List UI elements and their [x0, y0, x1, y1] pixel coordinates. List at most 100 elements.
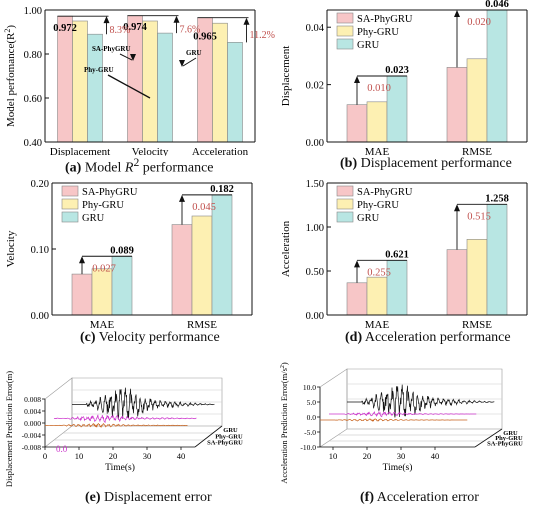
- caption-a-math: R: [124, 160, 134, 176]
- legend-swatch-gru: [336, 38, 354, 50]
- x-tick-label: Velocity: [132, 146, 169, 156]
- caption-e-label: (e): [85, 490, 101, 505]
- caption-a-label: (a): [65, 160, 82, 176]
- value-label: 0.182: [210, 184, 234, 195]
- legend-swatch-sa-phygru: [336, 12, 354, 24]
- diff-label: 0.045: [192, 202, 216, 213]
- y-tick-label: 0.02: [306, 81, 324, 92]
- x-tick-label: MAE: [365, 319, 390, 331]
- panel-b: Displacement 0.00 0.02 0.04 MAE 0.023 0.010 RMS…: [275, 0, 550, 175]
- legend-swatch-sa-phygru: [336, 185, 354, 197]
- diff-label: 0.515: [467, 211, 491, 222]
- y-tick-label: 1.00: [24, 6, 42, 17]
- x-tick-label: RMSE: [187, 319, 217, 331]
- caption-d-text: Acceleration performance: [364, 330, 511, 345]
- stray-label: 0.0: [56, 444, 68, 454]
- improve-arrow-head: [243, 17, 250, 25]
- y-tick-label: 0.80: [24, 50, 42, 61]
- annotation-pointer-head: [130, 54, 136, 61]
- diff-label: 0.255: [367, 267, 391, 278]
- value-label: 0.089: [110, 245, 134, 256]
- caption-f-text: Acceleration error: [376, 490, 479, 505]
- caption-d: (d) Acceleration performance: [345, 330, 511, 346]
- legend-swatch-gru: [336, 211, 354, 223]
- z-tick-label: 10.0: [303, 383, 316, 392]
- caption-b: (b) Displacement performance: [340, 156, 512, 172]
- annotation-sa-phygru: SA-PhyGRU: [92, 45, 131, 53]
- x-tick-label: 0: [43, 451, 47, 461]
- caption-e-text: Displacement error: [104, 490, 212, 505]
- series-label: SA-PhyGRU: [487, 441, 523, 448]
- improve-label: 8.3%: [110, 25, 131, 36]
- caption-b-label: (b): [340, 156, 358, 171]
- improve-label: 11.2%: [250, 30, 275, 41]
- plot-area: Velocity 0.00 0.10 0.20 MAE 0.089 0.027 RMSE 0.1…: [5, 179, 253, 331]
- series-label: GRU: [223, 427, 238, 434]
- z-tick-label: 0.0: [307, 413, 317, 422]
- caption-f: (f) Acceleration error: [360, 490, 479, 506]
- side-wall: [319, 368, 348, 448]
- bar-phy-gru-rmse: [466, 239, 488, 316]
- y-tick-label: 0.00: [31, 311, 49, 322]
- bar-phy-gru-mae: [91, 268, 113, 316]
- panel-d: Acceleration 0.00 0.50 1.00 1.50 MAE 0.621 0.25…: [275, 175, 550, 350]
- caption-a-text: Model: [84, 160, 122, 176]
- caption-a-sup: 2: [133, 156, 140, 169]
- z-tick-label: 0.004: [24, 407, 41, 416]
- improve-arrow-head: [173, 15, 180, 23]
- improve-label: 7.6%: [180, 24, 201, 35]
- bar-sa-phygru-mae: [71, 273, 93, 316]
- x-tick-label: 40: [431, 451, 440, 461]
- legend-label: SA-PhyGRU: [82, 187, 138, 198]
- caption-a-after: performance: [142, 160, 214, 176]
- annotation-pointer-head: [179, 60, 185, 67]
- diff-arrow-head: [79, 256, 85, 264]
- depth-axis-line: [474, 428, 503, 448]
- y-tick-label: 0.04: [306, 23, 325, 34]
- legend-label: SA-PhyGRU: [357, 14, 413, 25]
- bar-gru-velocity: [157, 32, 173, 143]
- x-tick-label: 30: [143, 451, 152, 461]
- annotation-phy-gru: Phy-GRU: [84, 66, 114, 74]
- bar-gru-acceleration: [227, 42, 243, 143]
- bar-sa-phygru-mae: [346, 282, 368, 316]
- legend-label: Phy-GRU: [357, 200, 399, 211]
- chart-d: Acceleration 0.00 0.50 1.00 1.50 MAE 0.621 0.25…: [280, 179, 528, 331]
- bar-phy-gru-mae: [366, 276, 388, 316]
- z-tick-label: -0.008: [22, 443, 42, 452]
- value-label: 0.046: [485, 0, 509, 10]
- x-tick-label: Acceleration: [192, 146, 249, 156]
- caption-c-text: Velocity performance: [98, 330, 220, 345]
- bar-phy-gru-rmse: [466, 58, 488, 143]
- depth-axis-line: [194, 425, 223, 448]
- y-tick-label: 0.50: [306, 267, 324, 278]
- x-tick-label: 30: [397, 451, 406, 461]
- error-series-sa-phygru: [45, 422, 188, 428]
- annotation-pointer: [107, 74, 151, 99]
- diff-label: 0.027: [92, 263, 116, 274]
- error-series-phy-gru: [329, 410, 477, 418]
- caption-f-label: (f): [360, 490, 374, 505]
- chart-b: Displacement 0.00 0.02 0.04 MAE 0.023 0.010 RMS…: [280, 0, 528, 158]
- diff-label: 0.010: [367, 83, 391, 94]
- y-axis-label: Displacement Prediction Error(m): [4, 371, 14, 487]
- legend-swatch-phy-gru: [61, 198, 79, 210]
- annotation-pointer: [182, 57, 197, 67]
- chart-f: 10.0 5.0 0.0 -5.0 -10.0 10 20 30 40 Time(s) Accele…: [279, 362, 523, 484]
- caption-c: (c) Velocity performance: [80, 330, 220, 346]
- bar-phy-gru-displacement: [72, 20, 88, 143]
- legend-label: Phy-GRU: [357, 27, 399, 38]
- legend-swatch-gru: [61, 211, 79, 223]
- plot-area: Displacement 0.00 0.02 0.04 MAE 0.023 0.010 RMS…: [280, 0, 528, 158]
- y-axis-label: Velocity: [5, 230, 17, 267]
- improve-arrow-head: [103, 16, 110, 24]
- x-axis-label: Time(s): [383, 462, 413, 473]
- bar-gru-rmse: [211, 194, 233, 316]
- bar-sa-phygru-mae: [346, 104, 368, 143]
- caption-e: (e) Displacement error: [85, 490, 212, 506]
- bar-phy-gru-velocity: [142, 20, 158, 143]
- diff-arrow-head: [354, 76, 360, 83]
- legend-swatch-sa-phygru: [61, 185, 79, 197]
- plot-area: 10.0 5.0 0.0 -5.0 -10.0 10 20 30 40 Time(s) Accele…: [279, 362, 523, 484]
